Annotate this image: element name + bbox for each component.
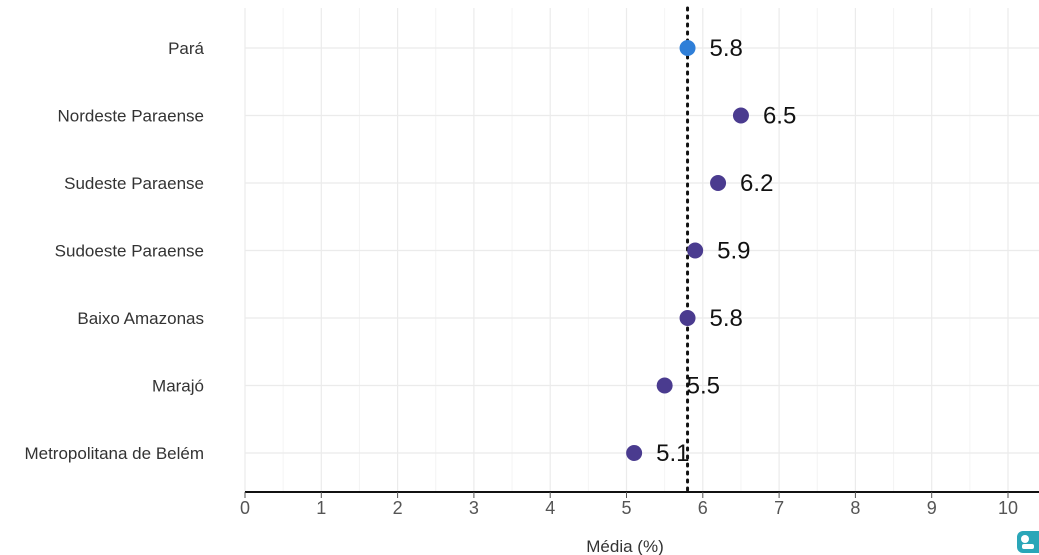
- category-label: Nordeste Paraense: [58, 107, 204, 126]
- category-label: Metropolitana de Belém: [24, 444, 204, 463]
- data-point: [679, 40, 696, 56]
- x-axis-title: Média (%): [586, 537, 663, 555]
- category-label: Sudeste Paraense: [64, 174, 204, 193]
- x-axis: 0 1 2 3 4 5 6 7 8 9 10: [240, 491, 1039, 518]
- data-label: 6.5: [763, 103, 796, 130]
- data-label: 6.2: [740, 170, 773, 197]
- logo-icon: [1017, 531, 1039, 553]
- x-tick-label: 4: [545, 498, 555, 518]
- x-tick-label: 0: [240, 498, 250, 518]
- data-point: [656, 377, 673, 394]
- x-tick-label: 1: [316, 498, 326, 518]
- x-tick-label: 2: [393, 498, 403, 518]
- data-label: 5.5: [687, 373, 720, 400]
- x-tick-label: 8: [850, 498, 860, 518]
- x-tick-label: 9: [927, 498, 937, 518]
- data-label: 5.1: [656, 440, 689, 467]
- data-point: [626, 445, 643, 461]
- data-point: [679, 310, 696, 326]
- data-point: [710, 175, 727, 191]
- category-label: Marajó: [152, 377, 204, 396]
- category-label: Pará: [168, 39, 204, 58]
- data-labels: 5.8 6.5 6.2 5.9 5.8 5.5 5.1: [656, 35, 796, 467]
- data-points: [626, 40, 749, 461]
- x-tick-label: 10: [998, 498, 1018, 518]
- data-label: 5.8: [710, 305, 743, 332]
- category-labels: Pará Nordeste Paraense Sudeste Paraense Sud…: [24, 39, 204, 463]
- x-tick-label: 5: [621, 498, 631, 518]
- data-label: 5.8: [710, 35, 743, 62]
- x-tick-label: 3: [469, 498, 479, 518]
- category-label: Baixo Amazonas: [77, 309, 204, 328]
- data-point: [732, 107, 749, 124]
- data-point: [687, 242, 704, 259]
- x-tick-label: 7: [774, 498, 784, 518]
- x-tick-label: 6: [698, 498, 708, 518]
- category-label: Sudoeste Paraense: [55, 242, 204, 261]
- data-label: 5.9: [717, 238, 750, 265]
- grid-layer: [244, 8, 1039, 492]
